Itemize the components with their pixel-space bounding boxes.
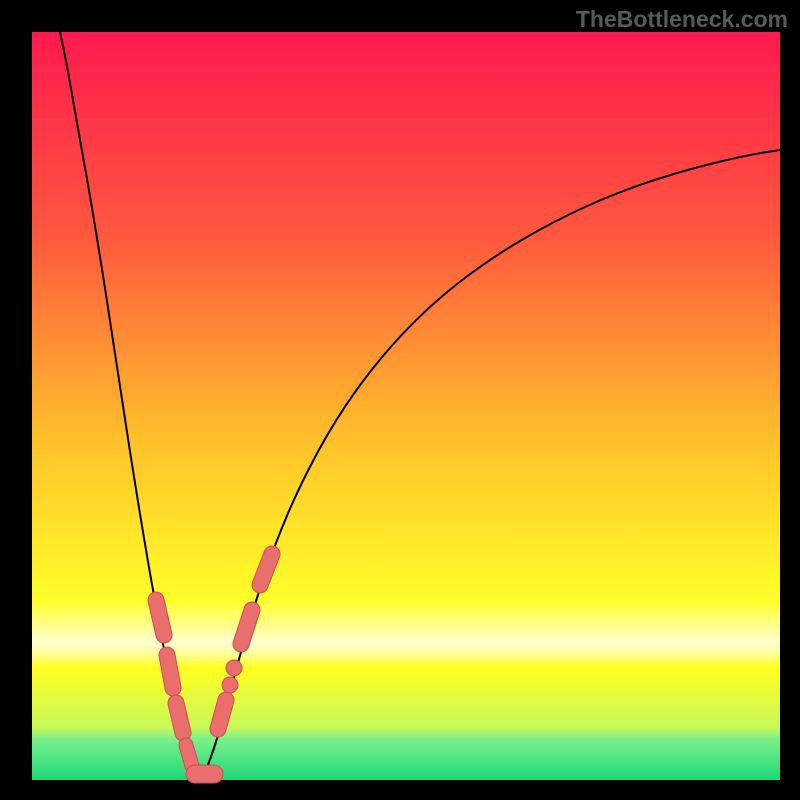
marker-pill [148,592,172,643]
marker-pill [159,647,181,696]
marker-pill [233,602,260,652]
marker-dot [226,660,242,676]
marker-pill [210,692,234,737]
chart-svg [0,0,800,800]
watermark-text: TheBottleneck.com [576,6,788,33]
curve-right [200,150,780,780]
curve-left [60,32,200,780]
marker-pill [252,546,280,593]
marker-pill [168,695,191,741]
marker-dot [222,677,238,693]
marker-pill [186,765,223,783]
